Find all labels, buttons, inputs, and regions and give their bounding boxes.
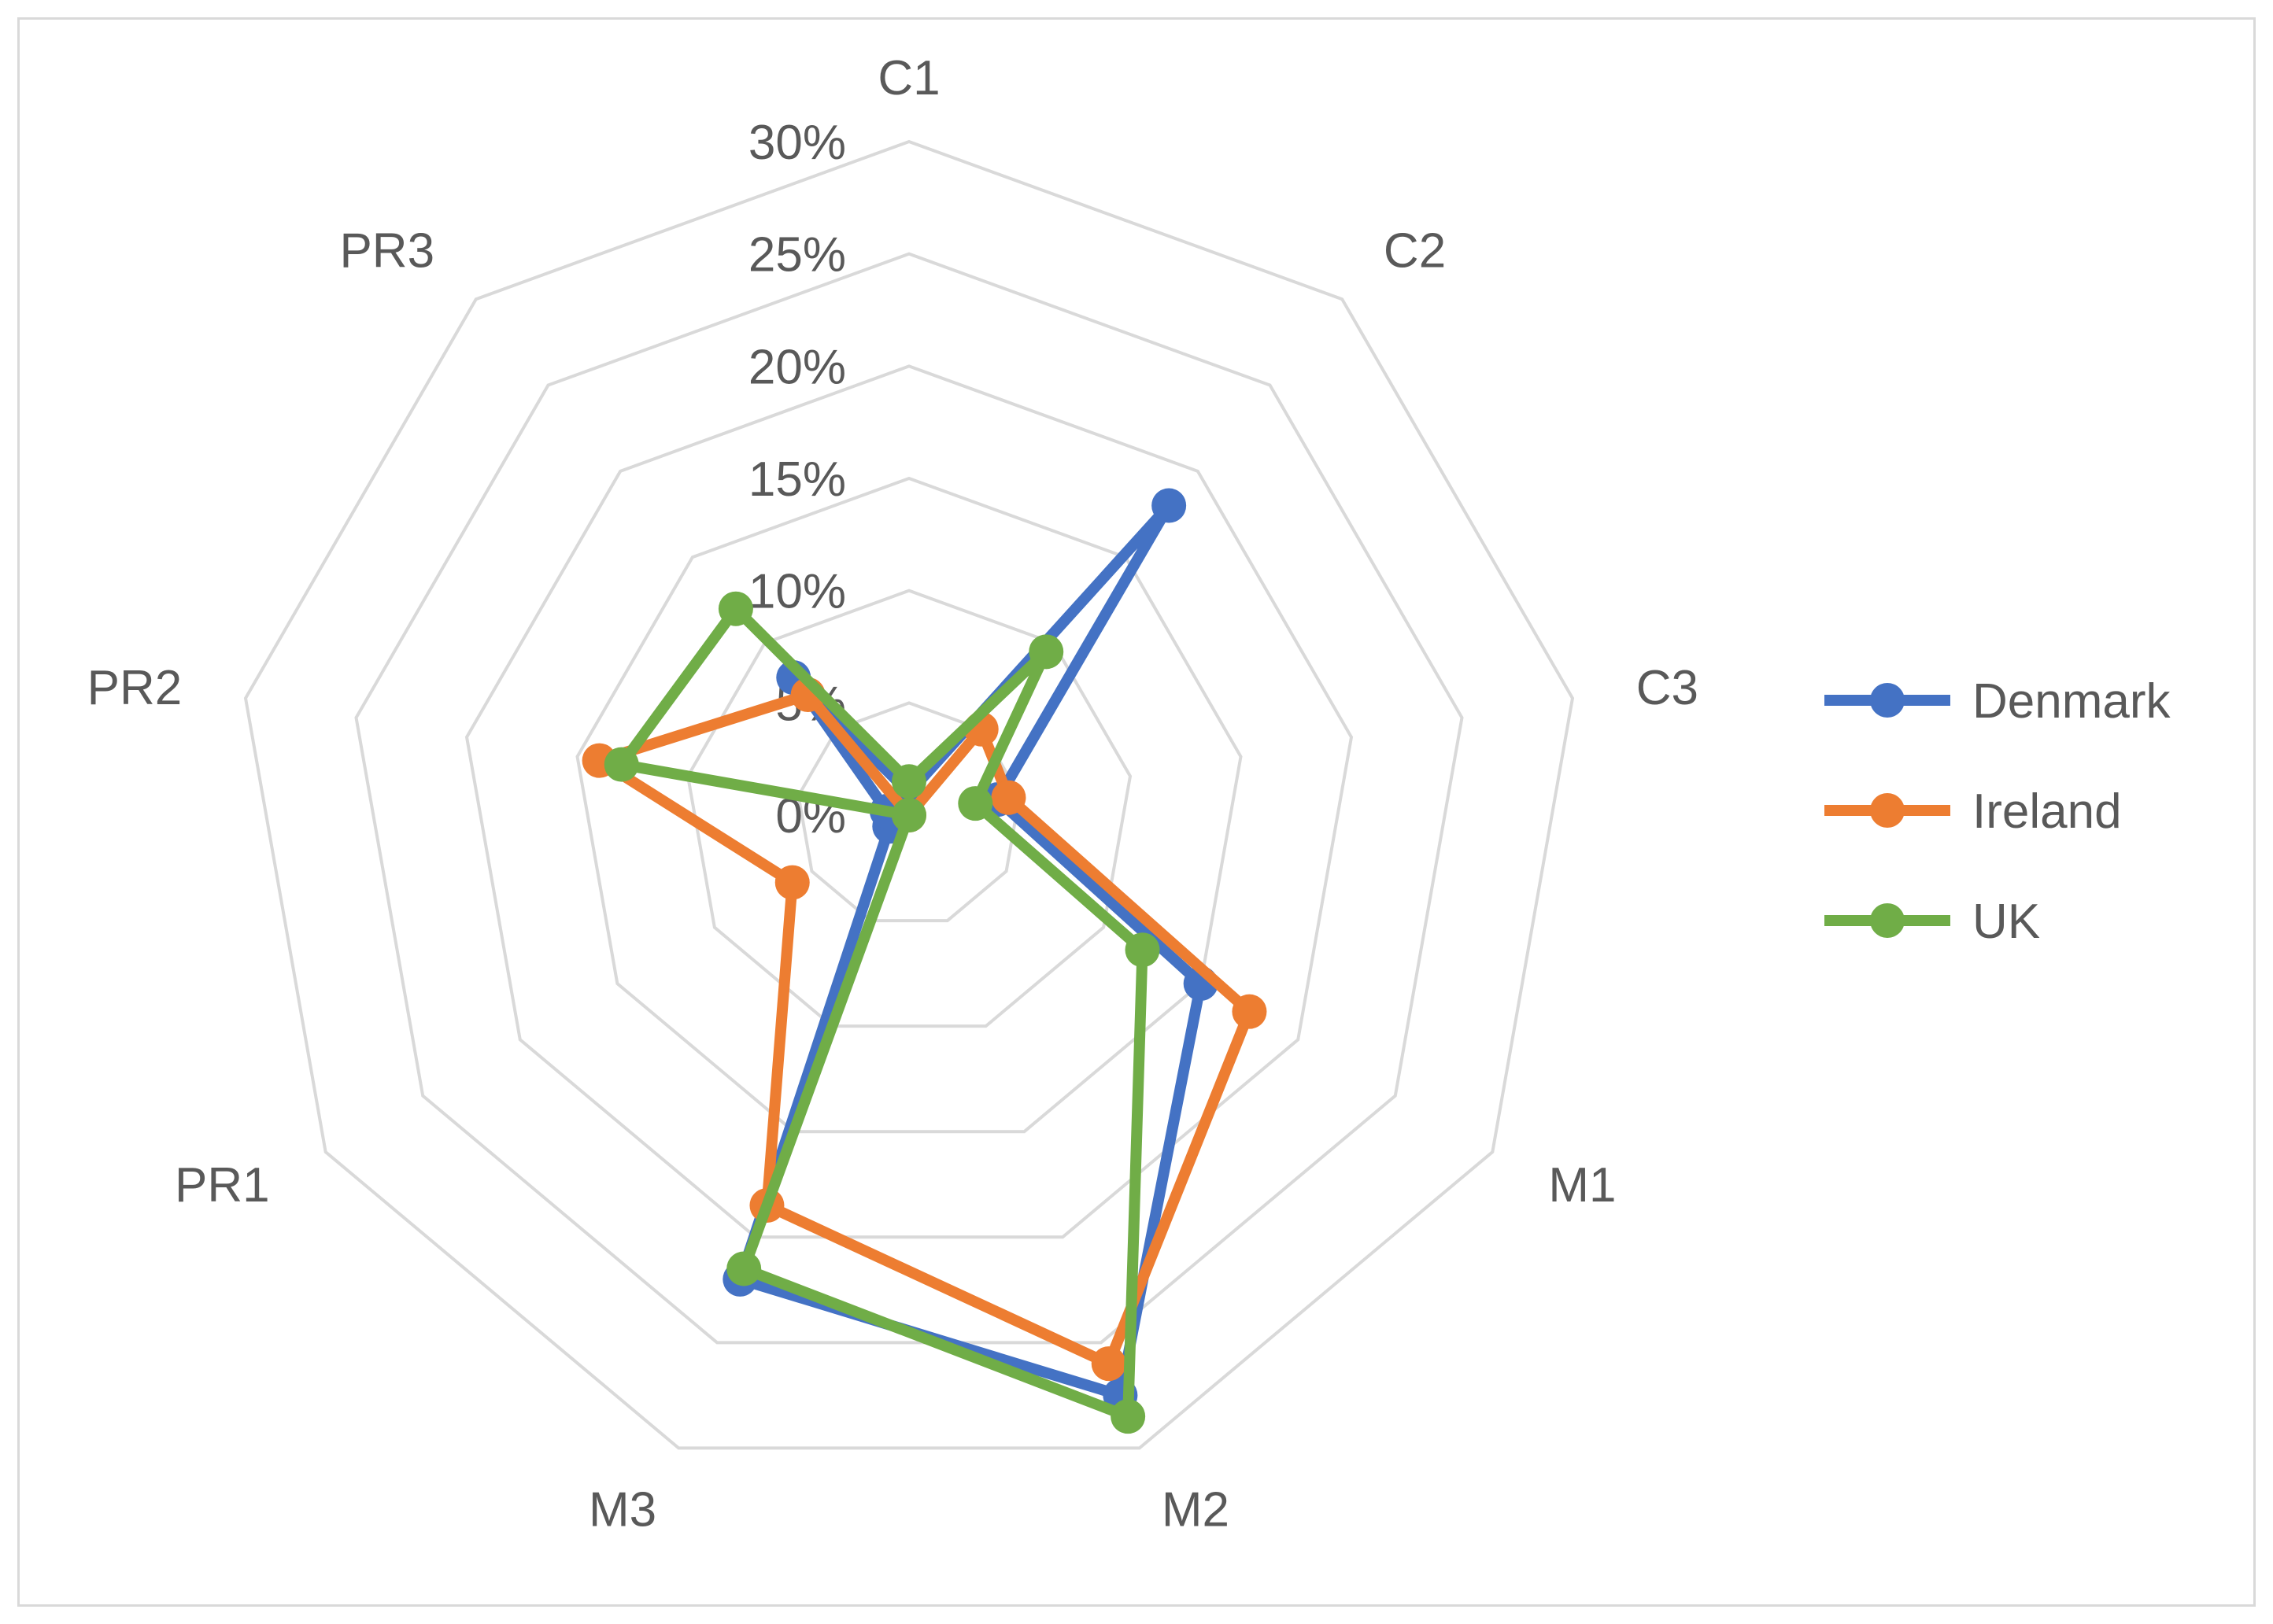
series-line-uk: [615, 603, 1148, 1423]
legend-swatch-marker: [1870, 683, 1905, 718]
tick-label: 10%: [748, 565, 846, 619]
grid-ring-2: [686, 589, 1133, 1028]
tick-label: 25%: [748, 228, 846, 282]
legend: Denmark Ireland UK: [1824, 674, 2171, 949]
tick-label: 30%: [748, 116, 846, 170]
category-label-pr3: PR3: [339, 223, 434, 278]
category-label-c2: C2: [1384, 223, 1446, 278]
category-label-m3: M3: [589, 1482, 656, 1537]
data-point-uk-c1: [892, 764, 926, 799]
data-series: [582, 488, 1267, 1434]
legend-item-denmark: Denmark: [1824, 674, 2171, 729]
legend-item-ireland: Ireland: [1824, 784, 2122, 839]
data-point-denmark-c2: [1151, 488, 1187, 523]
category-label-m1: M1: [1548, 1158, 1616, 1212]
category-label-m2: M2: [1162, 1482, 1229, 1537]
tick-label: 15%: [748, 452, 846, 507]
data-point-ireland-m1: [1232, 994, 1267, 1029]
data-point-uk-pr1: [892, 798, 926, 832]
data-point-ireland-pr1: [774, 865, 810, 900]
tick-label: 20%: [748, 340, 846, 394]
legend-label: UK: [1972, 895, 2040, 949]
legend-label: Ireland: [1972, 784, 2122, 839]
category-labels: C1 C2 C3 M1 M2 M3 PR1 PR2 PR3: [87, 51, 1698, 1537]
data-point-uk-pr3: [718, 591, 753, 626]
data-point-uk-c3: [958, 786, 993, 821]
data-point-uk-pr2: [604, 747, 639, 782]
category-label-pr2: PR2: [87, 661, 183, 715]
category-label-c1: C1: [878, 51, 940, 105]
data-point-uk-m1: [1125, 932, 1160, 968]
grid-ring-3: [575, 476, 1243, 1134]
series-line-ireland: [593, 688, 1255, 1370]
legend-swatch-marker: [1870, 903, 1905, 938]
data-point-uk-c2: [1029, 634, 1064, 670]
legend-item-uk: UK: [1824, 895, 2040, 949]
data-point-uk-m2: [1111, 1399, 1146, 1434]
legend-swatch-marker: [1870, 793, 1905, 828]
data-point-uk-m3: [726, 1251, 762, 1286]
series-uk: [604, 591, 1160, 1434]
legend-label: Denmark: [1972, 674, 2171, 729]
data-point-ireland-c3: [991, 780, 1026, 815]
category-label-c3: C3: [1636, 661, 1698, 715]
category-label-pr1: PR1: [175, 1158, 270, 1212]
data-point-ireland-m2: [1091, 1346, 1126, 1382]
grid-ring-5: [354, 252, 1464, 1345]
grid-ring-6: [243, 139, 1575, 1450]
grid-ring-4: [464, 364, 1354, 1239]
